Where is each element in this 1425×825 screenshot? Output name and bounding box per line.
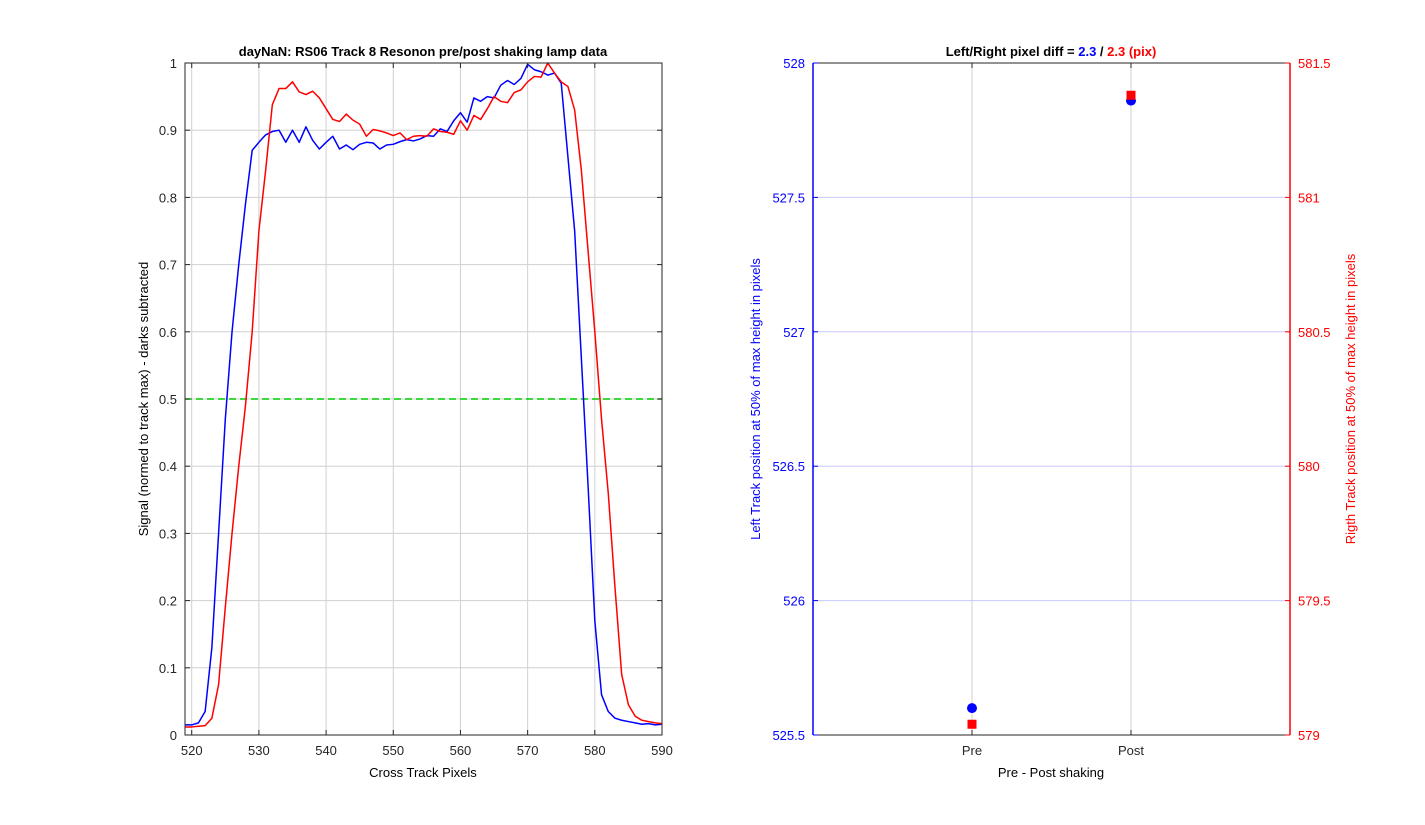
right-xtick-label: Pre: [962, 743, 982, 758]
right-track-marker: [967, 719, 977, 729]
right-axis-tick-label: 581.5: [1298, 56, 1331, 71]
left-xtick-label: 590: [651, 743, 673, 758]
left-ytick-label: 0.7: [159, 258, 177, 273]
left-ytick-label: 0.2: [159, 594, 177, 609]
right-plot-ticks: Pre Post 525.5 526 526.5 527 527.5 528 579 579.5 5…: [772, 56, 1330, 758]
right-axis-tick-label: 581: [1298, 190, 1320, 205]
left-plot-series: [185, 62, 663, 728]
left-ytick-label: 0.4: [159, 459, 177, 474]
left-plot: 520 530 540 550 560 570 580 590 0 0.1 0.2 0.3 0.4 0.5…: [136, 44, 673, 780]
right-title-part-4: 2.3 (pix): [1107, 44, 1156, 59]
right-axis-tick-label: 579.5: [1298, 594, 1331, 609]
right-axis-tick-label: 580: [1298, 459, 1320, 474]
right-plot-ylabel-left: Left Track position at 50% of max height…: [748, 258, 763, 540]
right-xtick-label: Post: [1118, 743, 1144, 758]
left-ytick-label: 0.3: [159, 526, 177, 541]
left-track-marker: [967, 703, 977, 714]
left-ytick-label: 0: [170, 728, 177, 743]
right-title-part-3: /: [1096, 44, 1107, 59]
right-title-part-2: 2.3: [1078, 44, 1096, 59]
left-plot-title: dayNaN: RS06 Track 8 Resonon pre/post sh…: [239, 44, 608, 59]
right-title-part-1: Left/Right pixel diff =: [946, 44, 1079, 59]
left-ytick-label: 0.5: [159, 392, 177, 407]
left-ytick-label: 0.9: [159, 123, 177, 138]
left-xtick-label: 550: [382, 743, 404, 758]
right-plot-area: [813, 63, 1290, 735]
right-plot: Pre Post 525.5 526 526.5 527 527.5 528 579 579.5 5…: [748, 44, 1358, 780]
right-axis-tick-label: 579: [1298, 728, 1320, 743]
right-plot-xlabel: Pre - Post shaking: [998, 765, 1104, 780]
left-plot-ticks: 520 530 540 550 560 570 580 590 0 0.1 0.2 0.3 0.4 0.5…: [159, 56, 673, 758]
left-xtick-label: 520: [181, 743, 203, 758]
left-ytick-label: 0.8: [159, 190, 177, 205]
right-axis-tick-label: 580.5: [1298, 325, 1331, 340]
left-axis-tick-label: 527.5: [772, 190, 805, 205]
left-axis-tick-label: 527: [783, 325, 805, 340]
left-xtick-label: 570: [517, 743, 539, 758]
right-plot-ylabel-right: Rigth Track position at 50% of max heigh…: [1343, 253, 1358, 544]
right-plot-markers: [967, 90, 1136, 729]
right-plot-frame: [812, 62, 1291, 736]
left-xtick-label: 580: [584, 743, 606, 758]
left-ytick-label: 1: [170, 56, 177, 71]
left-xtick-label: 530: [248, 743, 270, 758]
right-track-marker: [1126, 90, 1136, 100]
left-ytick-label: 0.1: [159, 661, 177, 676]
left-axis-tick-label: 525.5: [772, 728, 805, 743]
left-plot-xlabel: Cross Track Pixels: [369, 765, 477, 780]
left-plot-ylabel: Signal (normed to track max) - darks sub…: [136, 262, 151, 537]
left-ytick-label: 0.6: [159, 325, 177, 340]
blue-series-line: [185, 63, 663, 726]
red-series-line: [185, 62, 663, 728]
right-plot-title: Left/Right pixel diff = 2.3 / 2.3 (pix): [946, 44, 1157, 59]
left-xtick-label: 560: [450, 743, 472, 758]
left-axis-tick-label: 526.5: [772, 459, 805, 474]
left-axis-tick-label: 528: [783, 56, 805, 71]
left-xtick-label: 540: [315, 743, 337, 758]
left-axis-tick-label: 526: [783, 594, 805, 609]
